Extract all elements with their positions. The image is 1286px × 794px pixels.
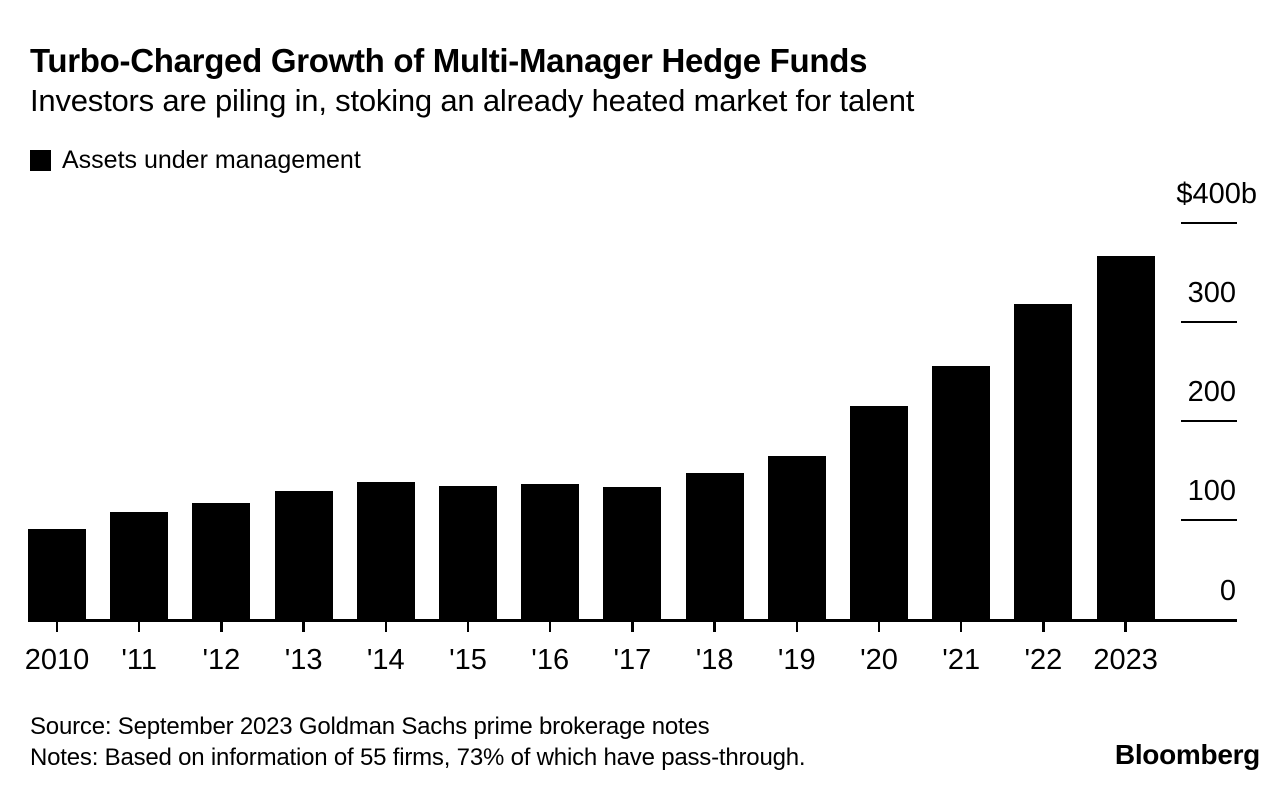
x-tick-label-22: '22: [1024, 644, 1063, 676]
y-tick-400: [1181, 221, 1237, 224]
x-tick-14: [384, 622, 388, 632]
x-tick-12: [220, 622, 223, 632]
x-tick-label-20: '20: [860, 644, 898, 676]
x-tick-18: [713, 622, 716, 632]
x-tick-15: [466, 622, 470, 632]
y-tick-label-100: 100: [1187, 474, 1236, 507]
y-tick-100: [1181, 518, 1237, 521]
x-tick-label-2023: 2023: [1093, 644, 1158, 676]
bar-21: [932, 365, 991, 620]
x-tick-17: [631, 622, 634, 632]
x-axis-baseline: [28, 619, 1237, 622]
x-tick-label-16: '16: [531, 644, 570, 676]
x-tick-13: [302, 622, 305, 632]
x-tick-label-12: '12: [202, 644, 241, 676]
x-tick-label-2010: 2010: [24, 644, 90, 676]
footer-notes: Source: September 2023 Goldman Sachs pri…: [30, 711, 806, 773]
bar-15: [439, 486, 497, 620]
x-tick-2023: [1124, 622, 1127, 632]
x-tick-22: [1042, 622, 1045, 632]
x-tick-label-14: '14: [366, 644, 405, 676]
bar-11: [110, 512, 169, 620]
x-tick-20: [877, 622, 881, 632]
x-tick-label-15: '15: [449, 644, 487, 676]
legend-swatch-icon: [30, 150, 51, 171]
bar-2010: [28, 528, 86, 620]
x-tick-label-11: '11: [121, 644, 158, 676]
legend-label: Assets under management: [62, 146, 361, 174]
y-tick-label-0: 0: [1219, 575, 1236, 607]
x-tick-label-18: '18: [695, 644, 734, 676]
y-tick-label-300: 300: [1187, 276, 1236, 309]
bloomberg-logo: Bloomberg: [1114, 739, 1260, 770]
bar-2023: [1096, 255, 1155, 620]
bar-22: [1014, 304, 1073, 620]
bar-16: [521, 484, 580, 620]
x-tick-2010: [55, 622, 59, 632]
bar-20: [850, 406, 908, 620]
y-tick-200: [1181, 419, 1237, 422]
x-tick-16: [548, 622, 552, 632]
x-tick-11: [137, 622, 141, 632]
bar-17: [603, 487, 662, 620]
y-tick-300: [1181, 320, 1237, 323]
methodology-note: Notes: Based on information of 55 firms,…: [30, 744, 806, 771]
source-note: Source: September 2023 Goldman Sachs pri…: [30, 713, 710, 740]
x-tick-label-13: '13: [284, 644, 323, 676]
x-tick-label-17: '17: [613, 644, 652, 676]
bar-13: [274, 491, 333, 620]
x-tick-label-19: '19: [777, 644, 816, 676]
chart-title: Turbo-Charged Growth of Multi-Manager He…: [30, 42, 868, 79]
x-tick-label-21: '21: [942, 644, 981, 676]
bar-12: [192, 503, 251, 620]
y-tick-label-400: $400b: [1176, 177, 1257, 210]
bar-19: [767, 455, 826, 620]
y-tick-label-200: 200: [1187, 375, 1236, 408]
x-tick-19: [795, 622, 799, 632]
legend: Assets under management: [30, 146, 361, 175]
bar-18: [685, 473, 744, 620]
chart-subtitle: Investors are piling in, stoking an alre…: [30, 83, 915, 118]
x-tick-21: [959, 622, 963, 632]
bar-14: [356, 482, 415, 620]
